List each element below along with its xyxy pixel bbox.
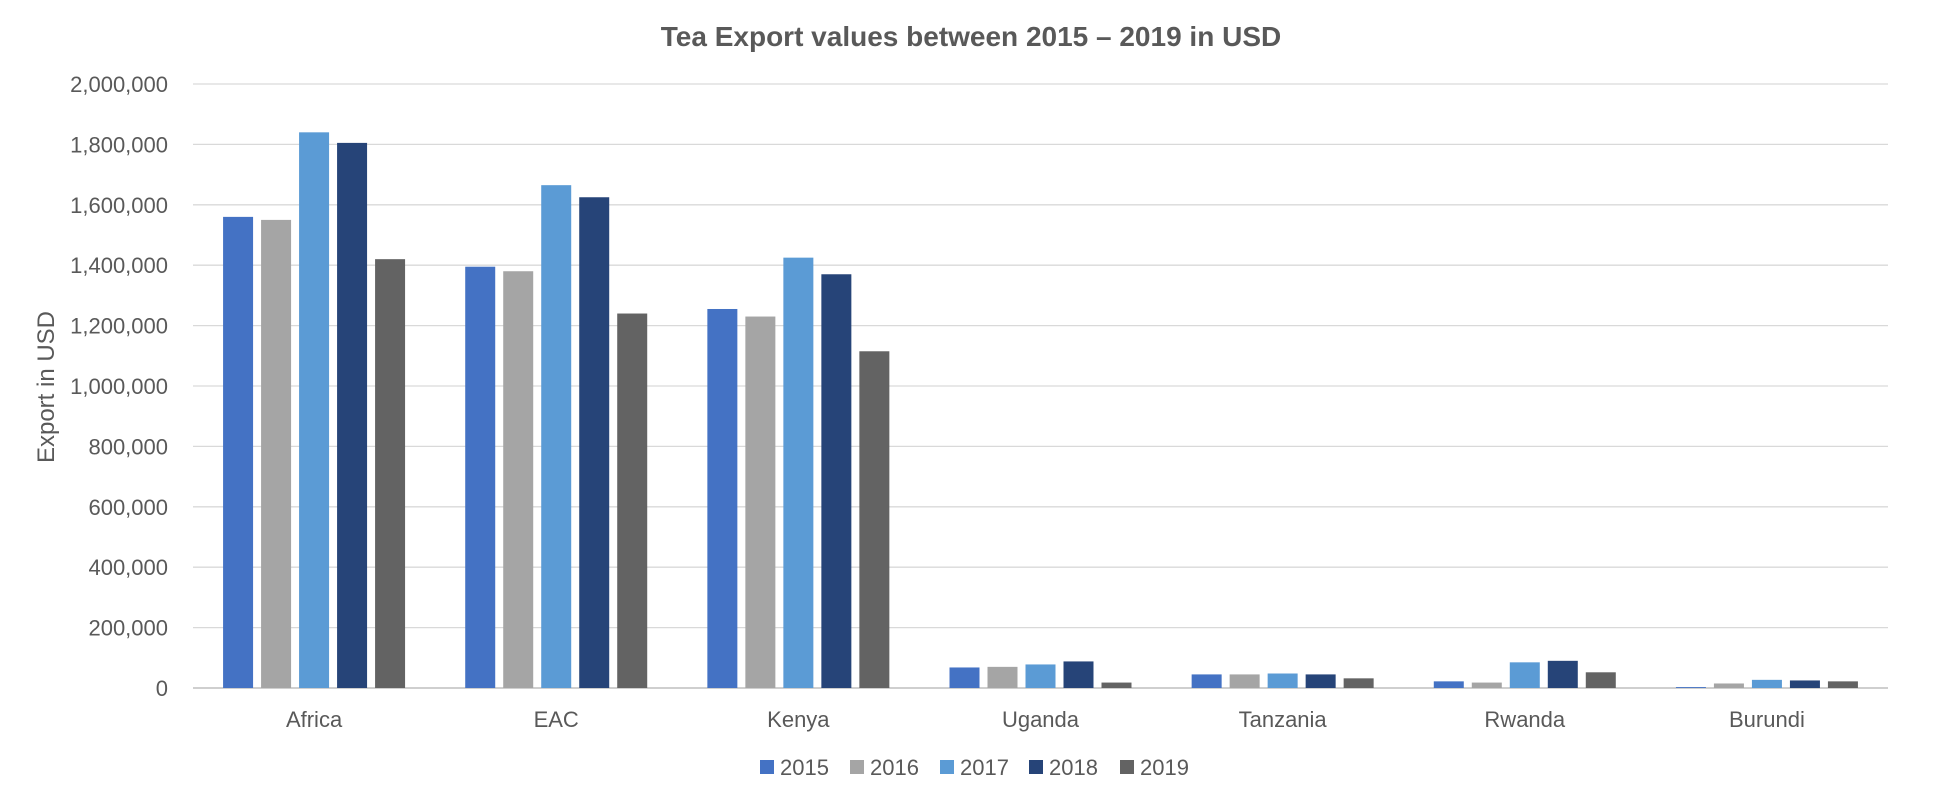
bar-eac-2017 bbox=[541, 185, 572, 689]
bar-africa-2018 bbox=[337, 142, 368, 688]
y-tick-label: 0 bbox=[156, 676, 168, 701]
y-tick-label: 200,000 bbox=[88, 616, 168, 641]
y-tick-label: 1,600,000 bbox=[70, 193, 168, 218]
y-tick-label: 1,000,000 bbox=[70, 374, 168, 399]
bar-africa-2015 bbox=[223, 216, 254, 688]
y-tick-label: 1,200,000 bbox=[70, 314, 168, 339]
bar-rwanda-2015 bbox=[1433, 681, 1464, 688]
bar-kenya-2015 bbox=[707, 308, 738, 688]
bar-kenya-2016 bbox=[745, 316, 776, 688]
legend-swatch-2019 bbox=[1120, 760, 1134, 774]
y-tick-label: 1,400,000 bbox=[70, 253, 168, 278]
legend-label-2019: 2019 bbox=[1140, 755, 1189, 780]
y-tick-label: 2,000,000 bbox=[70, 72, 168, 97]
y-axis-ticks: 0 200,000 400,000 600,000 800,000 1,000,000 1,… bbox=[70, 72, 168, 701]
bar-africa-2016 bbox=[261, 219, 292, 688]
y-tick-label: 400,000 bbox=[88, 555, 168, 580]
bar-kenya-2018 bbox=[821, 274, 852, 688]
bar-burundi-2016 bbox=[1713, 683, 1744, 688]
bar-eac-2015 bbox=[465, 266, 496, 688]
bar-tanzania-2016 bbox=[1229, 674, 1260, 688]
bar-uganda-2015 bbox=[949, 667, 980, 688]
legend-swatch-2017 bbox=[940, 760, 954, 774]
y-axis-title: Export in USD bbox=[33, 311, 60, 463]
gridlines bbox=[193, 83, 1888, 689]
bar-uganda-2017 bbox=[1025, 664, 1056, 688]
bar-uganda-2018 bbox=[1063, 661, 1094, 688]
x-tick-label: EAC bbox=[534, 707, 579, 732]
bar-kenya-2017 bbox=[783, 257, 814, 688]
bar-rwanda-2018 bbox=[1547, 660, 1578, 688]
bar-rwanda-2016 bbox=[1471, 682, 1502, 688]
legend-label-2018: 2018 bbox=[1049, 755, 1098, 780]
x-axis-ticks: Africa EAC Kenya Uganda Tanzania Rwanda Burund… bbox=[286, 707, 1805, 732]
x-tick-label: Uganda bbox=[1002, 707, 1080, 732]
x-tick-label: Rwanda bbox=[1484, 707, 1565, 732]
chart-title: Tea Export values between 2015 – 2019 in… bbox=[661, 21, 1281, 52]
legend-label-2016: 2016 bbox=[870, 755, 919, 780]
y-tick-label: 1,800,000 bbox=[70, 132, 168, 157]
x-tick-label: Tanzania bbox=[1239, 707, 1328, 732]
bar-africa-2019 bbox=[375, 259, 406, 688]
bar-burundi-2018 bbox=[1789, 680, 1820, 688]
legend-swatch-2016 bbox=[850, 760, 864, 774]
bar-rwanda-2019 bbox=[1585, 672, 1616, 688]
y-tick-label: 800,000 bbox=[88, 434, 168, 459]
x-tick-label: Burundi bbox=[1729, 707, 1805, 732]
bar-tanzania-2019 bbox=[1343, 678, 1374, 688]
bar-uganda-2016 bbox=[987, 666, 1018, 688]
y-tick-label: 600,000 bbox=[88, 495, 168, 520]
bar-tanzania-2015 bbox=[1191, 674, 1222, 688]
bars bbox=[223, 132, 1858, 689]
bar-tanzania-2017 bbox=[1267, 673, 1298, 688]
bar-rwanda-2017 bbox=[1509, 662, 1540, 688]
bar-kenya-2019 bbox=[859, 351, 890, 688]
bar-uganda-2019 bbox=[1101, 682, 1132, 688]
x-tick-label: Africa bbox=[286, 707, 343, 732]
bar-eac-2018 bbox=[579, 197, 610, 688]
bar-eac-2019 bbox=[617, 313, 648, 688]
bar-burundi-2017 bbox=[1751, 679, 1782, 688]
bar-burundi-2015 bbox=[1675, 687, 1706, 688]
legend-label-2015: 2015 bbox=[780, 755, 829, 780]
bar-burundi-2019 bbox=[1827, 681, 1858, 688]
legend-swatch-2018 bbox=[1029, 760, 1043, 774]
bar-africa-2017 bbox=[299, 132, 330, 688]
x-tick-label: Kenya bbox=[767, 707, 830, 732]
bar-tanzania-2018 bbox=[1305, 674, 1336, 688]
bar-eac-2016 bbox=[503, 271, 534, 688]
legend-label-2017: 2017 bbox=[960, 755, 1009, 780]
legend: 2015 2016 2017 2018 2019 bbox=[760, 755, 1189, 780]
legend-swatch-2015 bbox=[760, 760, 774, 774]
